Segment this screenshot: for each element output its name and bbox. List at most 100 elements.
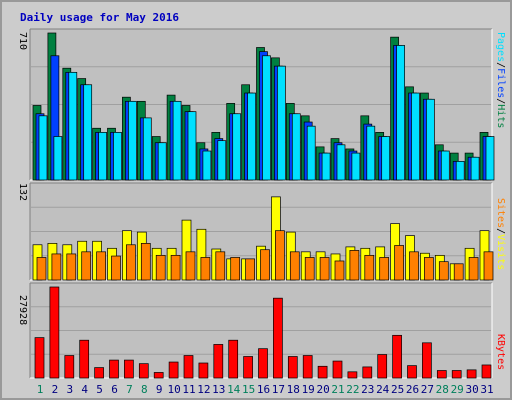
day-label-11: 11 (182, 383, 195, 396)
bar-kbytes-day-22 (347, 371, 358, 379)
bar-pages-day-18 (291, 113, 301, 181)
day-label-12: 12 (197, 383, 210, 396)
bar-sites-day-22 (349, 250, 360, 281)
bar-sites-day-19 (304, 257, 315, 281)
panel-hits-files-pages (29, 28, 495, 181)
bar-pages-day-3 (68, 71, 78, 181)
bar-sites-day-14 (230, 257, 241, 281)
bar-pages-day-10 (172, 100, 182, 181)
bar-sites-day-24 (379, 257, 390, 281)
bar-sites-day-30 (468, 257, 479, 281)
bar-kbytes-day-24 (377, 354, 388, 379)
bar-pages-day-1 (38, 115, 48, 181)
day-label-20: 20 (316, 383, 329, 396)
legend-bottom: KBytes (495, 334, 506, 370)
day-label-17: 17 (272, 383, 285, 396)
bar-pages-day-19 (306, 125, 316, 181)
bar-sites-day-7 (126, 244, 136, 281)
bar-sites-day-15 (245, 258, 255, 281)
bar-sites-day-25 (394, 245, 404, 281)
bar-kbytes-day-26 (407, 365, 417, 379)
bar-pages-day-29 (455, 161, 465, 181)
panel-kbytes (29, 282, 493, 379)
bar-pages-day-24 (381, 136, 391, 181)
bar-pages-day-5 (98, 132, 107, 181)
top-max-label: 710 (17, 32, 28, 50)
bar-sites-day-23 (364, 254, 375, 281)
day-label-9: 9 (156, 383, 163, 396)
bar-pages-day-17 (277, 65, 286, 181)
bar-sites-day-18 (289, 251, 300, 281)
bar-pages-day-16 (262, 55, 271, 181)
bar-kbytes-day-19 (302, 355, 313, 379)
bar-kbytes-day-21 (332, 360, 343, 379)
bar-kbytes-day-18 (287, 356, 298, 379)
day-label-4: 4 (81, 383, 88, 396)
bar-kbytes-day-29 (451, 370, 462, 379)
bar-sites-day-20 (319, 257, 330, 281)
bar-kbytes-day-27 (422, 342, 432, 379)
day-label-29: 29 (451, 383, 464, 396)
bar-pages-day-25 (396, 45, 405, 181)
bar-pages-day-4 (83, 84, 93, 181)
bar-sites-day-13 (215, 251, 226, 281)
bar-kbytes-day-3 (64, 355, 75, 379)
bar-kbytes-day-11 (183, 355, 194, 379)
day-label-10: 10 (167, 383, 180, 396)
bar-kbytes-day-14 (228, 339, 239, 379)
bar-kbytes-day-13 (213, 344, 224, 379)
bar-kbytes-day-9 (153, 372, 164, 379)
bar-pages-day-12 (202, 150, 212, 181)
bar-sites-day-2 (51, 253, 62, 281)
day-label-16: 16 (257, 383, 270, 396)
bar-sites-day-17 (275, 230, 285, 281)
bar-pages-day-8 (142, 117, 152, 181)
bar-kbytes-day-2 (49, 286, 60, 379)
bar-sites-day-10 (170, 254, 181, 281)
bar-sites-day-31 (483, 251, 494, 281)
bar-kbytes-day-20 (317, 365, 328, 379)
bar-pages-day-28 (440, 150, 450, 181)
bar-sites-day-27 (424, 257, 434, 281)
panel-visits-sites (29, 182, 494, 281)
bottom-max-label: 27928 (17, 295, 28, 325)
bar-pages-day-23 (366, 125, 376, 181)
bar-kbytes-day-28 (436, 370, 447, 379)
bar-kbytes-day-17 (273, 297, 283, 379)
legend-entry: / (495, 228, 506, 234)
legend-entry: / (495, 62, 506, 68)
bar-pages-day-31 (485, 136, 495, 181)
bar-kbytes-day-5 (94, 367, 104, 379)
legend-entry: Hits (495, 104, 506, 128)
day-axis: 1 2 3 4 5 6 7 8 9 10 11 12 13 14 15 16 17 18 19 20 21 22 23 24 2… (37, 383, 494, 396)
bar-pages-day-21 (336, 144, 346, 181)
day-label-22: 22 (346, 383, 359, 396)
bar-pages-day-13 (217, 140, 227, 181)
bar-sites-day-5 (96, 251, 106, 281)
bar-kbytes-day-8 (138, 363, 149, 379)
legend-top: Pages/Files/Hits (495, 32, 506, 128)
bar-kbytes-day-12 (198, 362, 209, 379)
legend-entry: Visits (495, 234, 506, 270)
bar-pages-day-2 (53, 136, 63, 181)
bar-pages-day-9 (157, 142, 167, 181)
day-label-25: 25 (391, 383, 404, 396)
legend-entry: KBytes (495, 334, 506, 370)
bar-kbytes-day-30 (466, 369, 477, 379)
bar-kbytes-day-10 (168, 361, 179, 379)
legend-entry: Pages (495, 32, 506, 62)
day-label-26: 26 (406, 383, 419, 396)
bar-sites-day-4 (81, 251, 92, 281)
bar-sites-day-11 (185, 251, 196, 281)
bar-sites-day-21 (334, 260, 345, 281)
bar-pages-day-6 (113, 132, 122, 181)
bar-sites-day-8 (140, 243, 151, 281)
bar-pages-day-15 (247, 92, 256, 181)
bar-sites-day-12 (200, 257, 211, 281)
bar-kbytes-day-25 (392, 334, 402, 379)
day-label-28: 28 (436, 383, 449, 396)
legend-entry: Sites (495, 198, 506, 228)
day-label-24: 24 (376, 383, 390, 396)
